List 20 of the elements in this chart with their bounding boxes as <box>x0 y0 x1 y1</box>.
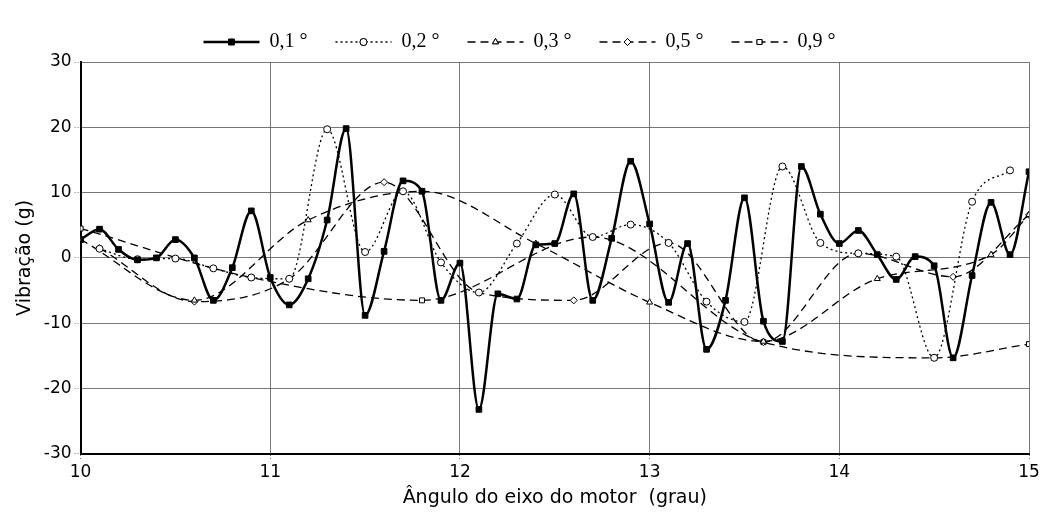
legend-label: 0,3 ° <box>533 29 572 52</box>
y-tick-label: -10 <box>43 311 72 332</box>
x-tick-label: 14 <box>828 461 851 482</box>
x-tick-label: 10 <box>69 461 92 482</box>
x-tick-label: 11 <box>259 461 282 482</box>
x-tick-label: 12 <box>449 461 471 482</box>
legend-label: 0,2 ° <box>401 29 440 52</box>
y-tick-label: -20 <box>43 376 72 397</box>
y-tick-label: 0 <box>60 246 72 267</box>
y-tick-label: 20 <box>49 115 72 136</box>
legend-label: 0,9 ° <box>797 29 836 52</box>
y-tick-label: 10 <box>49 181 72 202</box>
y-axis-title: Vibração (g) <box>12 199 35 316</box>
x-axis-title: Ângulo do eixo do motor (grau) <box>402 484 707 507</box>
x-tick-label: 13 <box>638 461 661 482</box>
y-tick-label: -30 <box>43 442 72 463</box>
legend-label: 0,1 ° <box>269 29 308 52</box>
y-tick-label: 30 <box>49 50 72 71</box>
x-tick-label: 15 <box>1018 461 1040 482</box>
legend-label: 0,5 ° <box>665 29 704 52</box>
